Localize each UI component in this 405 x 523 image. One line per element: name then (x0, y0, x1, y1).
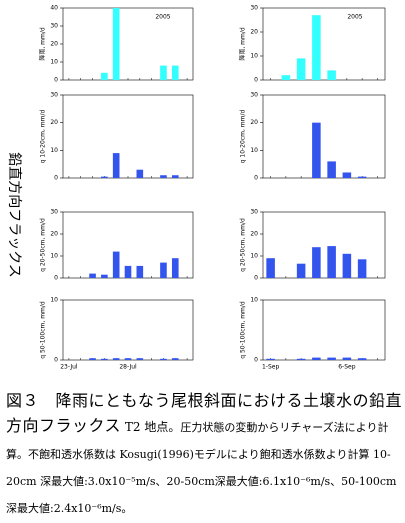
y-axis-label: q 50-100cm, mm/d (240, 301, 247, 359)
bar (89, 358, 96, 360)
y-tick-label: 10 (50, 253, 58, 260)
bar (112, 8, 120, 80)
caption: 図３ 降雨にともなう尾根斜面における土壌水の鉛直方向フラックス T2 地点。圧力… (6, 388, 402, 521)
bar (89, 273, 96, 278)
bar (327, 161, 336, 178)
y-tick-label: 0 (254, 175, 258, 182)
caption-title: 図３ 降雨にともなう尾根斜面における土壌水の鉛直方向フラックス (6, 391, 403, 435)
y-tick-label: 10 (50, 297, 58, 304)
bar (281, 75, 291, 80)
bar (101, 176, 108, 178)
bar (312, 15, 321, 81)
x-tick-label: 1-Sep (262, 364, 279, 371)
bar (327, 70, 336, 80)
bar (160, 262, 167, 278)
y-tick-label: 0 (254, 357, 258, 364)
y-tick-label: 30 (250, 5, 258, 12)
y-tick-label: 30 (50, 92, 58, 99)
bar (312, 357, 321, 360)
y-axis-label: q 10-20cm, mm/d (40, 110, 47, 164)
bar (342, 172, 352, 178)
bar (296, 263, 306, 278)
y-axis-label: q 20-50cm, mm/d (240, 218, 247, 272)
bar (112, 358, 120, 360)
y-axis-label: q 50-100cm, mm/d (40, 301, 47, 359)
bar (160, 358, 167, 360)
bar (112, 153, 120, 178)
bar (327, 357, 336, 360)
y-tick-label: 0 (54, 175, 58, 182)
plot-frame (262, 94, 386, 179)
bar (296, 58, 306, 80)
bar (171, 258, 179, 278)
annotation: 2005 (155, 14, 170, 21)
y-tick-label: 0 (254, 77, 258, 84)
y-tick-label: 0 (54, 275, 58, 282)
bar (124, 358, 132, 360)
bar (136, 358, 144, 360)
bar (171, 65, 179, 80)
y-tick-label: 10 (250, 53, 258, 60)
bar (327, 246, 336, 278)
bar (124, 265, 132, 278)
y-tick-label: 20 (50, 231, 58, 238)
y-axis-label: q 10-20cm, mm/d (240, 110, 247, 164)
bar (357, 358, 367, 360)
y-tick-label: 30 (50, 23, 58, 30)
bar (136, 265, 144, 278)
caption-site: T2 地点。 (124, 420, 181, 434)
y-tick-label: 0 (254, 275, 258, 282)
y-tick-label: 40 (50, 5, 58, 12)
plot-frame (262, 211, 386, 279)
y-tick-label: 10 (250, 147, 258, 154)
y-tick-label: 20 (250, 231, 258, 238)
bar (101, 274, 108, 278)
bar (112, 251, 120, 278)
bar (266, 358, 275, 360)
plot-frame (262, 299, 386, 361)
bar (357, 259, 367, 278)
x-tick-label: 6-Sep (338, 364, 355, 371)
y-tick-label: 0 (54, 357, 58, 364)
x-tick-label: 23-Jul (60, 364, 78, 371)
bar (342, 357, 352, 360)
bar (160, 65, 167, 80)
y-tick-label: 20 (250, 29, 258, 36)
y-axis-label: 降雨, mm/d (39, 27, 47, 61)
annotation: 2005 (347, 14, 362, 21)
y-tick-label: 30 (50, 209, 58, 216)
y-tick-label: 10 (250, 253, 258, 260)
bar (101, 72, 108, 80)
y-axis-label: q 20-50cm, mm/d (40, 218, 47, 272)
bar (266, 258, 275, 278)
bar (312, 122, 321, 178)
y-tick-label: 30 (250, 92, 258, 99)
x-tick-label: 28-Jul (119, 364, 137, 371)
bar (171, 175, 179, 178)
bar (357, 176, 367, 178)
y-tick-label: 20 (50, 119, 58, 126)
bar (160, 175, 167, 178)
bar (342, 253, 352, 278)
y-tick-label: 10 (50, 59, 58, 66)
bar (171, 358, 179, 360)
plot-frame (62, 299, 194, 361)
figure-label: 鉛直方向フラックス (6, 152, 23, 278)
plot-frame (262, 7, 386, 81)
y-tick-label: 20 (50, 41, 58, 48)
bar (101, 358, 108, 360)
y-tick-label: 20 (250, 119, 258, 126)
bar (296, 358, 306, 360)
y-tick-label: 10 (50, 147, 58, 154)
bar (312, 247, 321, 278)
caption-body: 圧力状態の変動からリチャーズ法により計算。不飽和透水係数は Kosugi(199… (6, 421, 397, 515)
y-axis-label: 降雨, mm/d (239, 27, 247, 61)
bar (136, 169, 144, 178)
y-tick-label: 30 (250, 209, 258, 216)
plot-frame (62, 94, 194, 179)
y-tick-label: 0 (54, 77, 58, 84)
y-tick-label: 10 (250, 297, 258, 304)
